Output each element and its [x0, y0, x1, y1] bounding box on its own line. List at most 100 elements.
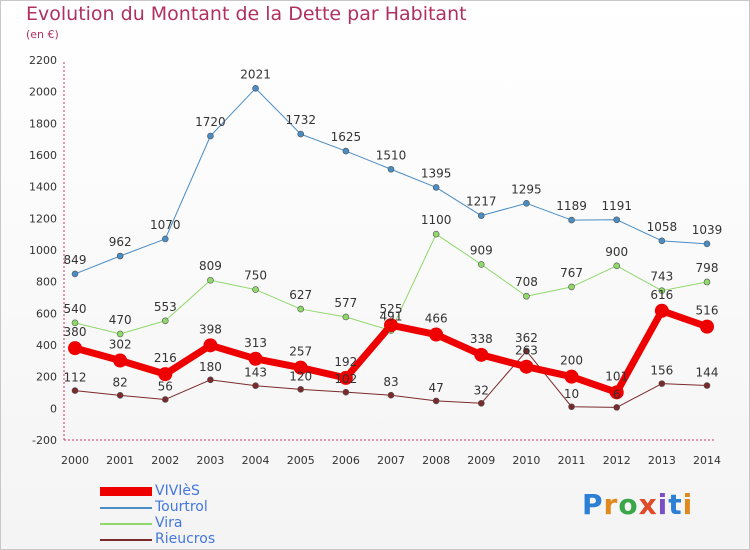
y-tick-label: 1200 [29, 212, 57, 225]
data-label: 743 [650, 270, 673, 284]
logo-letter: o [618, 488, 639, 521]
data-point [523, 199, 530, 207]
data-label: 32 [474, 383, 489, 397]
data-label: 10 [564, 387, 579, 401]
data-label: 216 [154, 351, 177, 365]
y-tick-label: 1400 [29, 181, 57, 194]
data-label: 809 [199, 259, 222, 273]
data-point [654, 303, 669, 318]
data-label: 798 [696, 261, 719, 275]
axes: -200 0 200 400 600 800 1000 1200 1400 1600 1800 200… [29, 54, 721, 467]
data-point [703, 382, 711, 389]
data-point [207, 132, 214, 140]
data-label: 180 [199, 360, 222, 374]
data-point [158, 367, 173, 382]
data-point [252, 85, 259, 92]
data-labels: 849 962 1070 1720 2021 1732 1625 1510 1395 1217 12… [64, 67, 723, 401]
data-label: 6 [613, 387, 621, 401]
data-point [342, 388, 350, 396]
data-label: 767 [560, 266, 583, 280]
data-label: 101 [605, 369, 628, 383]
data-point [477, 261, 485, 268]
legend-label: Rieucros [155, 531, 216, 547]
data-point [161, 396, 169, 403]
data-label: 750 [244, 269, 267, 283]
y-tick-label: 600 [36, 307, 57, 320]
logo-letter: i [682, 488, 694, 521]
data-point [161, 235, 169, 243]
data-label: 156 [650, 364, 673, 378]
data-point [387, 391, 395, 399]
series-points [68, 85, 714, 411]
data-point [703, 278, 711, 286]
logo-letter: i [657, 488, 669, 521]
data-point [703, 240, 711, 248]
data-point [297, 305, 305, 313]
data-label: 962 [109, 235, 132, 249]
data-label: 466 [425, 312, 448, 326]
x-tick-label: 2011 [558, 454, 586, 467]
data-label: 2021 [240, 67, 271, 81]
x-tick-label: 2000 [61, 454, 89, 467]
x-tick-label: 2009 [467, 454, 495, 467]
data-point [613, 262, 621, 270]
data-label: 1395 [421, 166, 452, 180]
data-label: 200 [560, 354, 583, 368]
data-label: 1070 [150, 218, 181, 232]
data-label: 338 [470, 332, 493, 346]
data-point [384, 318, 398, 333]
data-point [293, 360, 308, 375]
data-point [297, 386, 305, 393]
x-tick-label: 2014 [693, 454, 721, 467]
data-point [203, 338, 218, 353]
data-point [432, 230, 440, 238]
y-tick-label: 0 [50, 402, 57, 415]
x-tick-label: 2010 [512, 454, 540, 467]
data-point [71, 319, 79, 327]
data-label: 708 [515, 275, 538, 289]
data-point [658, 287, 666, 294]
y-tick-label: 1600 [29, 149, 57, 162]
x-tick-label: 2005 [287, 454, 315, 467]
data-label: 540 [64, 302, 87, 316]
data-label: 553 [154, 300, 177, 314]
x-tick-label: 2006 [332, 454, 360, 467]
data-point [613, 216, 621, 224]
x-tick-label: 2008 [422, 454, 450, 467]
data-label: 1100 [421, 213, 452, 227]
data-label: 1191 [601, 199, 632, 213]
x-tick-label: 2012 [603, 454, 631, 467]
data-point [700, 319, 714, 334]
data-point [429, 327, 444, 342]
x-tick-label: 2013 [648, 454, 676, 467]
data-label: 257 [289, 345, 312, 359]
x-tick-label: 2004 [242, 454, 270, 467]
data-label: 102 [334, 372, 357, 386]
proxiti-logo: Proxiti [582, 488, 693, 521]
data-label: 82 [113, 375, 128, 389]
data-point [564, 369, 579, 384]
data-label: 112 [64, 371, 87, 385]
legend-swatch [100, 507, 152, 509]
legend-swatch [100, 539, 152, 541]
data-label: 900 [605, 245, 628, 259]
data-label: 192 [334, 355, 357, 369]
data-label: 313 [244, 336, 267, 350]
data-label: 47 [429, 381, 444, 395]
data-point [523, 292, 530, 300]
data-point [658, 237, 666, 245]
data-point [252, 286, 259, 293]
data-point [71, 387, 79, 394]
data-point [338, 370, 353, 385]
data-label: 263 [515, 344, 538, 358]
data-label: 491 [380, 310, 403, 324]
data-label: 143 [244, 366, 267, 380]
data-label: 83 [383, 375, 398, 389]
x-tick-label: 2003 [196, 454, 224, 467]
data-point [68, 341, 82, 356]
y-tick-label: -200 [32, 434, 57, 447]
y-tick-label: 2000 [29, 86, 57, 99]
legend-label: VIVIèS [155, 483, 200, 499]
